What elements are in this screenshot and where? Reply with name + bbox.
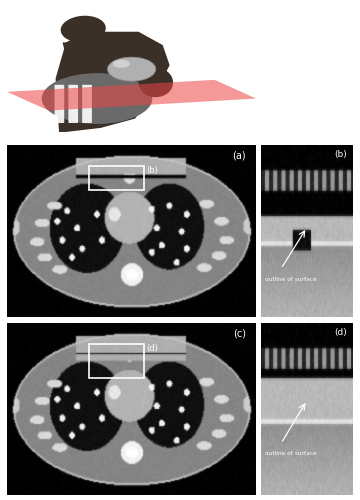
Ellipse shape xyxy=(107,57,156,81)
Text: (b): (b) xyxy=(147,166,158,174)
Bar xyxy=(89,344,144,378)
FancyBboxPatch shape xyxy=(55,85,64,123)
Polygon shape xyxy=(7,80,256,110)
Ellipse shape xyxy=(42,73,152,124)
Text: (d): (d) xyxy=(147,344,158,353)
Text: outline of surface: outline of surface xyxy=(265,276,316,281)
Text: (b): (b) xyxy=(334,150,347,159)
Text: (d): (d) xyxy=(334,328,347,338)
Text: (a): (a) xyxy=(232,150,246,160)
Polygon shape xyxy=(42,32,170,132)
Text: (c): (c) xyxy=(233,328,246,338)
Bar xyxy=(89,166,144,190)
FancyBboxPatch shape xyxy=(68,85,78,123)
Text: outline of surface: outline of surface xyxy=(265,452,316,456)
Polygon shape xyxy=(63,42,100,56)
Ellipse shape xyxy=(113,60,130,68)
FancyBboxPatch shape xyxy=(82,85,92,123)
Ellipse shape xyxy=(139,68,173,97)
Ellipse shape xyxy=(60,16,106,42)
